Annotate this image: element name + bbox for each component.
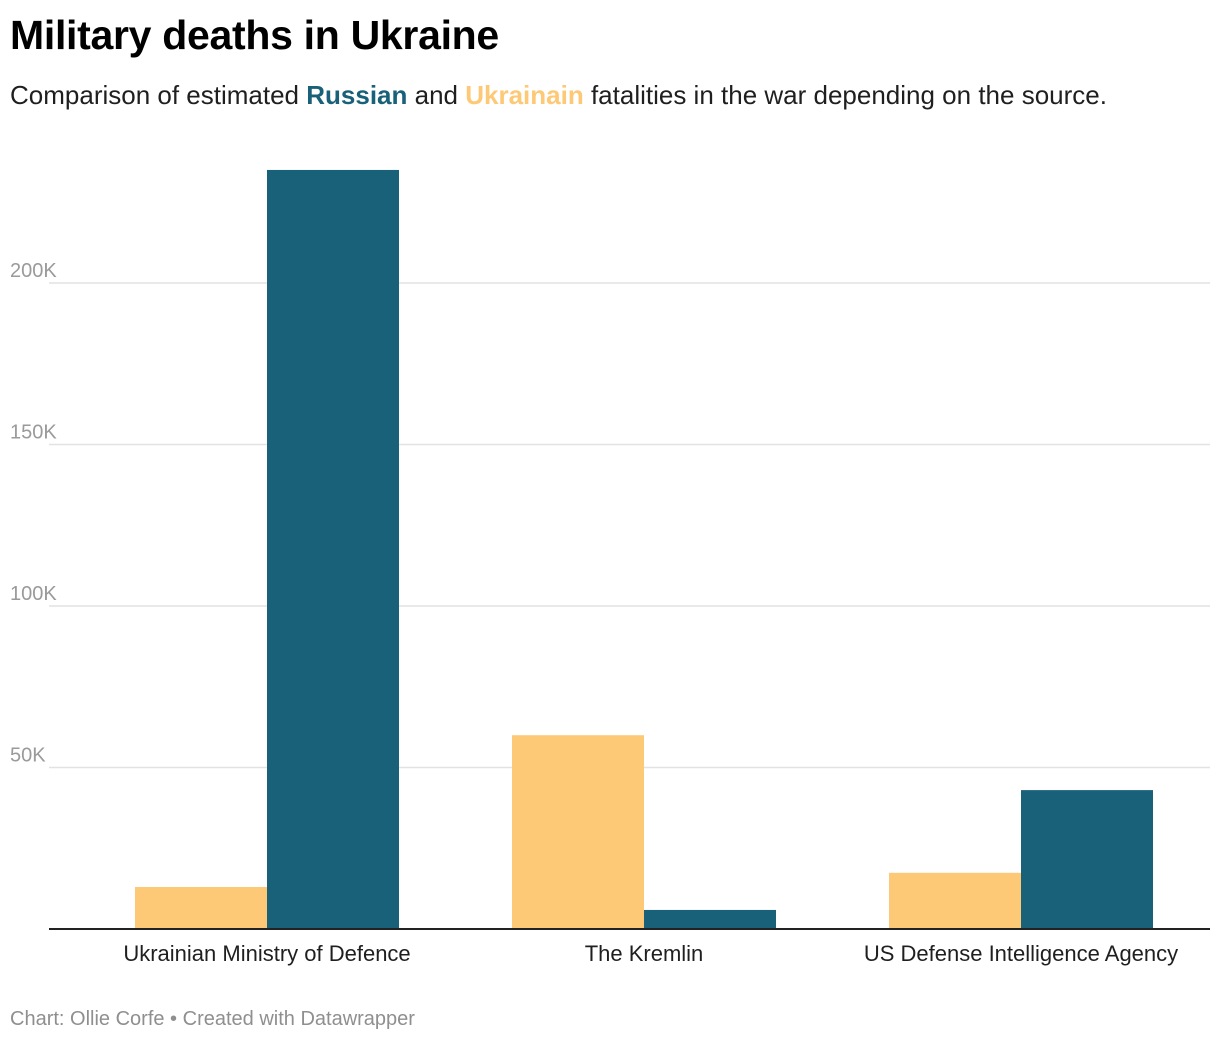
bar-ukrainian-2 (512, 735, 644, 929)
bar-ukrainian-1 (135, 887, 267, 929)
footer-tool: Created with Datawrapper (182, 1008, 415, 1030)
y-tick-label: 150K (10, 422, 57, 444)
chart-subtitle: Comparison of estimated Russian and Ukra… (10, 80, 1107, 111)
bar-russian-2 (644, 909, 776, 929)
footer-separator: • (164, 1008, 183, 1030)
footer-credit: Chart: Ollie Corfe (10, 1008, 165, 1030)
subtitle-russian-highlight: Russian (306, 80, 408, 110)
y-tick-label: 200K (10, 260, 57, 282)
bar-ukrainian-3 (889, 872, 1021, 929)
x-category-label: The Kremlin (585, 941, 704, 966)
chart-footer: Chart: Ollie Corfe • Created with Datawr… (10, 1008, 415, 1031)
subtitle-ukrainian-highlight: Ukrainain (465, 80, 584, 110)
subtitle-text-middle: and (407, 80, 466, 110)
chart-title: Military deaths in Ukraine (10, 12, 499, 58)
bar-russian-1 (267, 169, 399, 929)
subtitle-text-start: Comparison of estimated (10, 80, 307, 110)
bar-russian-3 (1021, 790, 1153, 929)
subtitle-text-end: fatalities in the war depending on the s… (583, 80, 1107, 110)
x-category-label: Ukrainian Ministry of Defence (123, 941, 410, 966)
y-tick-label: 100K (10, 583, 57, 605)
x-category-label: US Defense Intelligence Agency (864, 941, 1178, 966)
y-tick-label: 50K (10, 745, 46, 767)
